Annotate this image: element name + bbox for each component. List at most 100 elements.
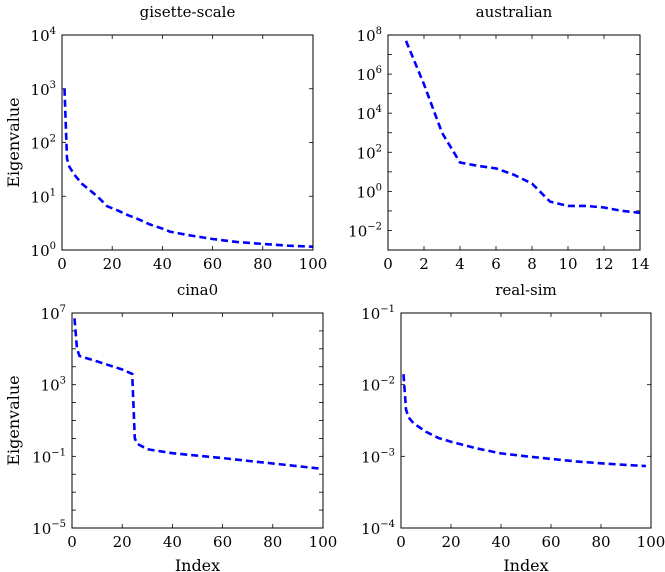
y-tick-base: 10 [361, 377, 380, 395]
y-tick-exponent: 3 [60, 376, 66, 387]
x-tick-label: 60 [541, 533, 560, 551]
x-tick-label: 80 [263, 533, 282, 551]
y-tick-exponent: 3 [50, 80, 56, 91]
x-tick-label: 40 [491, 533, 510, 551]
y-tick-exponent: 4 [50, 26, 56, 37]
x-tick-label: 10 [558, 255, 577, 273]
x-tick-label: 80 [253, 255, 272, 273]
y-tick-label: 101 [31, 187, 56, 206]
x-tick-label: 40 [163, 533, 182, 551]
chart-title: gisette-scale [140, 3, 236, 21]
y-tick-exponent: 2 [50, 134, 56, 145]
y-tick-label: 104 [31, 26, 56, 45]
y-tick-exponent: −1 [51, 447, 66, 458]
y-tick-label: 103 [41, 376, 66, 395]
y-tick-label: 103 [31, 80, 56, 99]
x-tick-label: 0 [383, 255, 393, 273]
y-tick-exponent: 4 [376, 104, 382, 115]
chart-panel-4: 0 20 40 60 80 10010−410−310−210−1real-simInde… [361, 281, 665, 572]
series-line-1 [63, 88, 314, 248]
x-tick-label: 6 [491, 255, 501, 273]
y-tick-label: 10−1 [32, 447, 66, 466]
plot-frame [387, 34, 641, 251]
x-tick-label: 4 [455, 255, 465, 273]
y-tick-base: 10 [357, 66, 376, 84]
x-tick-label: 0 [57, 255, 67, 273]
y-tick-exponent: −5 [51, 519, 66, 530]
y-tick-base: 10 [41, 377, 60, 395]
x-tick-label: 60 [213, 533, 232, 551]
x-tick-label: 2 [419, 255, 429, 273]
y-tick-exponent: −2 [367, 221, 382, 232]
plot-frame [71, 312, 324, 529]
y-tick-base: 10 [32, 448, 51, 466]
chart-panel-1: 0 20 40 60 80 100100101102103104gisette-scale… [4, 3, 327, 273]
y-tick-label: 10−2 [361, 376, 395, 395]
y-tick-base: 10 [31, 81, 50, 99]
y-tick-exponent: −1 [380, 304, 395, 315]
series-line-1 [404, 40, 641, 215]
plot-frame [400, 312, 652, 529]
x-tick-label: 20 [441, 533, 460, 551]
x-tick-label: 60 [203, 255, 222, 273]
y-tick-label: 10−2 [348, 221, 382, 240]
x-tick-label: 100 [299, 255, 328, 273]
y-axis-label: Eigenvalue [4, 97, 23, 187]
y-tick-base: 10 [357, 144, 376, 162]
chart-title: australian [476, 3, 553, 21]
y-tick-label: 104 [357, 104, 382, 123]
y-tick-label: 108 [357, 26, 382, 45]
y-tick-label: 102 [31, 134, 56, 153]
x-tick-label: 20 [103, 255, 122, 273]
y-tick-exponent: 0 [50, 241, 56, 252]
series-line-1 [73, 318, 324, 471]
y-tick-base: 10 [361, 448, 380, 466]
y-tick-base: 10 [41, 305, 60, 323]
x-tick-label: 40 [153, 255, 172, 273]
chart-title: cina0 [177, 281, 218, 299]
y-tick-exponent: 7 [60, 304, 66, 315]
y-tick-base: 10 [357, 105, 376, 123]
x-tick-label: 20 [113, 533, 132, 551]
y-tick-exponent: 8 [376, 26, 382, 37]
y-tick-exponent: 0 [376, 182, 382, 193]
y-tick-base: 10 [357, 183, 376, 201]
y-tick-label: 10−4 [361, 519, 395, 538]
x-tick-label: 100 [637, 533, 665, 551]
y-tick-exponent: −3 [380, 447, 395, 458]
y-tick-label: 10−3 [361, 447, 395, 466]
y-tick-base: 10 [361, 520, 380, 538]
y-tick-base: 10 [348, 222, 367, 240]
y-tick-base: 10 [32, 520, 51, 538]
y-tick-exponent: −4 [380, 519, 395, 530]
x-axis-label: Index [503, 556, 548, 572]
y-tick-exponent: 1 [50, 187, 56, 198]
y-tick-base: 10 [31, 27, 50, 45]
series-line-1 [402, 374, 647, 468]
y-tick-base: 10 [31, 188, 50, 206]
x-tick-label: 0 [67, 533, 77, 551]
x-tick-label: 14 [630, 255, 649, 273]
y-tick-exponent: 6 [376, 65, 382, 76]
x-tick-label: 0 [396, 533, 406, 551]
y-tick-exponent: −2 [380, 376, 395, 387]
x-tick-label: 100 [309, 533, 338, 551]
y-tick-label: 106 [357, 65, 382, 84]
y-tick-base: 10 [357, 27, 376, 45]
x-tick-label: 8 [527, 255, 537, 273]
y-tick-label: 100 [31, 241, 56, 260]
chart-title: real-sim [495, 281, 557, 299]
x-tick-label: 80 [591, 533, 610, 551]
y-tick-base: 10 [361, 305, 380, 323]
y-tick-label: 10−1 [361, 304, 395, 323]
y-tick-label: 10−5 [32, 519, 66, 538]
y-axis-label: Eigenvalue [4, 375, 23, 465]
y-tick-exponent: 2 [376, 143, 382, 154]
chart-panel-3: 0 20 40 60 80 10010−510−1103107cina0IndexEige… [4, 281, 337, 572]
x-axis-label: Index [175, 556, 220, 572]
x-tick-label: 12 [594, 255, 613, 273]
y-tick-label: 100 [357, 182, 382, 201]
y-tick-label: 107 [41, 304, 66, 323]
